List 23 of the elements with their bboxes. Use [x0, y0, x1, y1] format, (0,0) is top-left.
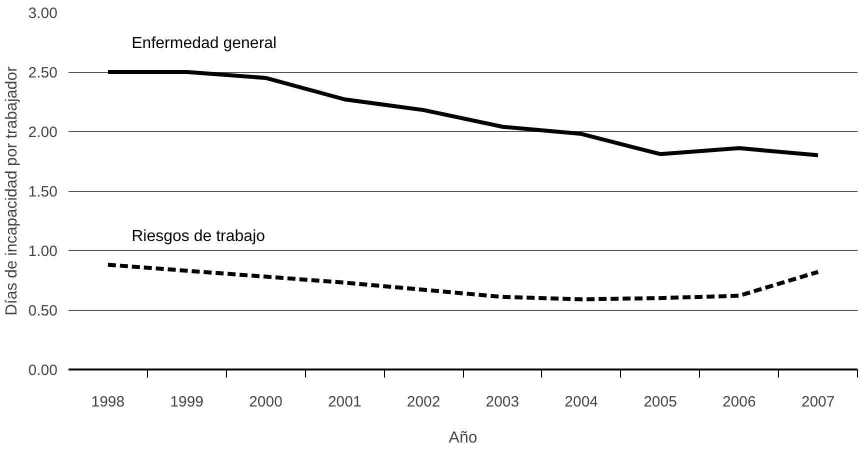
y-tick-label: 3.00 — [28, 5, 58, 22]
y-tick-label: 1.50 — [28, 184, 58, 200]
x-tick-label: 1999 — [170, 394, 204, 410]
y-tick-label: 1.00 — [28, 243, 58, 260]
x-tick-label: 2000 — [249, 394, 282, 410]
x-tick-label: 2004 — [564, 394, 598, 410]
y-tick-label: 0.00 — [28, 362, 58, 379]
series-label: Enfermedad general — [132, 35, 277, 52]
x-tick-label: 2006 — [722, 394, 756, 410]
y-tick-label: 2.00 — [28, 124, 58, 141]
x-tick-label: 1998 — [91, 394, 125, 410]
x-axis-title: Año — [448, 430, 478, 446]
line-series — [106, 262, 820, 302]
y-axis-title: Días de incapacidad por trabajador — [3, 66, 20, 316]
x-tick-label: 2005 — [644, 394, 677, 410]
y-tick-label: 0.50 — [28, 302, 58, 320]
line-series — [106, 70, 820, 158]
x-tick-label: 2001 — [328, 394, 362, 410]
x-tick-label: 2003 — [486, 394, 520, 410]
x-tick-label: 2007 — [801, 394, 835, 410]
y-tick-label: 2.50 — [28, 64, 58, 82]
series-label: Riesgos de trabajo — [132, 228, 266, 245]
x-tick-label: 2002 — [406, 394, 440, 410]
